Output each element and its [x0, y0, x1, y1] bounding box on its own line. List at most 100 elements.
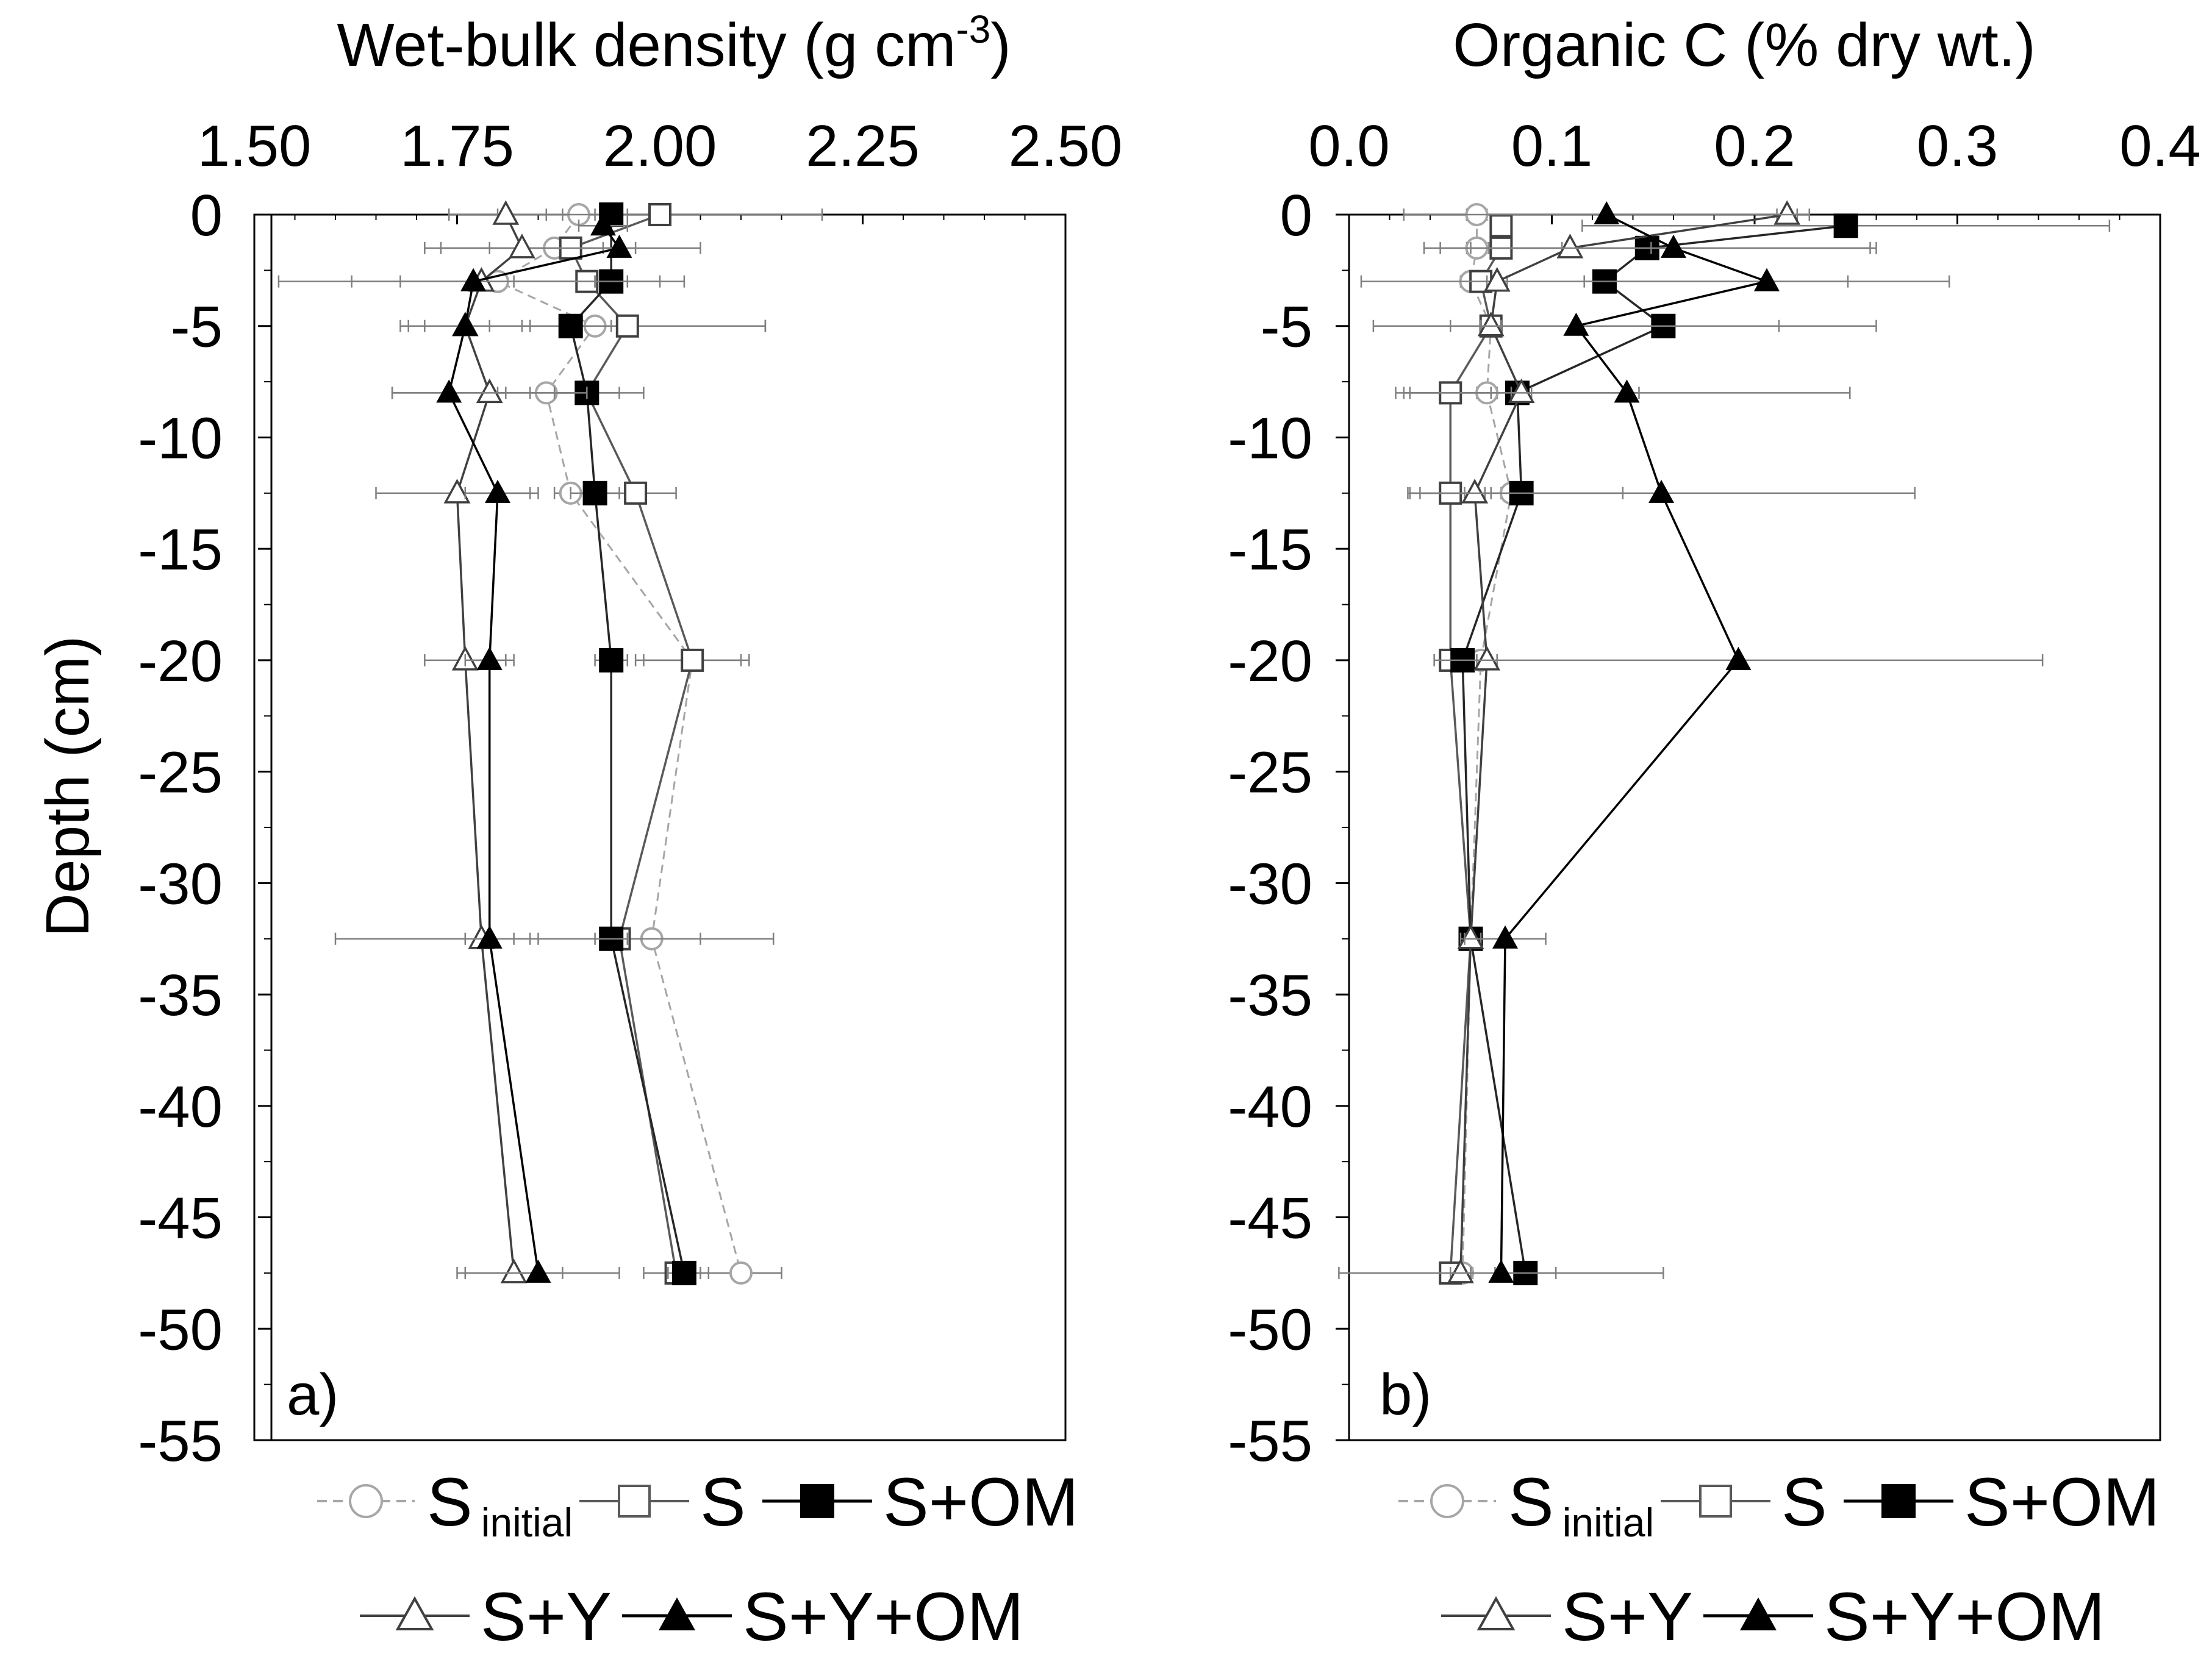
panel-b-marker-s-y-om	[1661, 234, 1686, 258]
panel-a-marker-s-y-om	[525, 1259, 551, 1283]
panel-a-series-s-om	[529, 202, 701, 1285]
svg-text:S+Y: S+Y	[481, 1579, 612, 1655]
panel-b-marker-s-om	[1833, 213, 1858, 238]
panel-a-marker-s-y-om	[476, 646, 503, 670]
panel-a-marker-s-y	[443, 479, 471, 504]
panel-b-marker-s-y-om	[1648, 479, 1675, 503]
panel-b-y-tick-label: -40	[1228, 1074, 1312, 1140]
panel-a-x-tick-label: 2.25	[806, 113, 920, 179]
legend-b-s-om: S+OM	[1844, 1464, 2160, 1540]
panel-a-x-tick-label: 1.50	[198, 113, 312, 179]
panel-a-marker-s-y	[476, 378, 503, 404]
panel-a-y-tick-label: -5	[171, 294, 223, 360]
panel-b-marker-s-y	[1447, 1258, 1474, 1283]
panel-b-y-tick-label: -10	[1228, 405, 1312, 471]
panel-b-marker-s-y	[1473, 646, 1501, 671]
panel-a-marker-s-om	[582, 480, 607, 505]
panel-a-x-axis-title: Wet-bulk density (g cm-3)	[337, 7, 1011, 79]
panel-a-marker-s-y-om	[590, 212, 616, 236]
panel-a-y-tick-label: -35	[138, 963, 223, 1028]
panel-b-plot-frame	[1348, 213, 2161, 1441]
panel-a-series-s-initial	[399, 203, 782, 1285]
panel-a-marker-s-y-om	[452, 312, 478, 336]
panel-b-x-tick-label: 0.1	[1511, 113, 1592, 179]
panel-b-marker-s-y-om	[1488, 1259, 1514, 1283]
svg-text:S+Y: S+Y	[1562, 1579, 1693, 1655]
svg-text:S+OM: S+OM	[883, 1464, 1079, 1540]
panel-b-marker-s-y-om	[1725, 646, 1752, 670]
panel-a-marker-s-y-om	[485, 479, 510, 503]
panel-b-marker-s-y	[1461, 479, 1489, 504]
panel-b-y-tick-label: 0	[1280, 183, 1312, 248]
svg-text:S+Y+OM: S+Y+OM	[1824, 1579, 2105, 1655]
panel-b-y-tick-label: -50	[1228, 1297, 1312, 1362]
legend-a-open-triangle-icon	[395, 1596, 434, 1630]
panel-a-marker-s-y-om	[460, 268, 487, 291]
panel-a-marker-s	[648, 203, 671, 226]
panel-b-marker-s-y-om	[1492, 925, 1519, 949]
legend-a-s: S	[579, 1464, 746, 1540]
panel-a-marker-s-y-om	[606, 234, 632, 258]
legend-b-s-y-om: S+Y+OM	[1703, 1579, 2105, 1655]
panel-b-x-tick-label: 0.2	[1714, 113, 1795, 179]
panel-a-y-tick-label: -20	[138, 629, 223, 694]
panel-a-marker-s	[624, 481, 648, 505]
legend-a-s-y-om: S+Y+OM	[622, 1579, 1024, 1655]
legend-b-open-circle-icon	[1430, 1484, 1464, 1518]
legend-a-filled-triangle-icon	[659, 1597, 695, 1630]
panel-b-y-tick-label: -20	[1228, 629, 1312, 694]
panel-b-marker-s-y	[1508, 378, 1535, 404]
panel-a-marker-s-y	[508, 234, 535, 259]
panel-b-y-tick-label: -35	[1228, 963, 1312, 1028]
panel-b-y-tick-label: -15	[1228, 517, 1312, 582]
panel-b-label: b)	[1380, 1362, 1431, 1427]
panel-b-x-tick-label: 0.3	[1917, 113, 1998, 179]
panel-a-y-tick-label: -25	[138, 740, 223, 805]
legend-b-s: S	[1661, 1464, 1827, 1540]
panel-b-marker-s-y-om	[1563, 312, 1589, 336]
panel-b-marker-s-y	[1477, 312, 1505, 337]
panel-a-marker-s-initial	[729, 1261, 753, 1285]
panel-a-y-tick-label: -45	[138, 1186, 223, 1251]
panel-b-x-axis-title: Organic C (% dry wt.)	[1453, 11, 2036, 79]
panel-b-marker-s-y-om	[1753, 268, 1780, 291]
panel-a-y-tick-label: -40	[138, 1074, 223, 1140]
legend-b-s-y: S+Y	[1441, 1579, 1693, 1655]
legend-b-filled-square-icon	[1881, 1484, 1916, 1518]
panel-b-x-tick-label: 0.0	[1308, 113, 1389, 179]
legend-a-s-y: S+Y	[360, 1579, 612, 1655]
panel-a-y-tick-label: -50	[138, 1297, 223, 1362]
legend-a-filled-square-icon	[800, 1484, 834, 1518]
panel-a-y-tick-label: -55	[138, 1408, 223, 1474]
legend-a-open-circle-icon	[349, 1484, 383, 1518]
panel-a-x-tick-label: 1.75	[400, 113, 514, 179]
panel-a-plot-frame	[253, 213, 1067, 1441]
panel-a-line-s	[569, 213, 694, 1274]
panel-a-marker-s-y	[492, 200, 520, 225]
svg-text:S+OM: S+OM	[1964, 1464, 2160, 1540]
panel-b-marker-s-y	[1774, 200, 1801, 225]
panel-b-y-tick-label: -30	[1228, 851, 1312, 916]
legend-b-filled-triangle-icon	[1740, 1597, 1777, 1630]
panel-b-y-tick-label: -5	[1261, 294, 1312, 360]
panel-b-marker-s-y-om	[1614, 379, 1640, 403]
panel-a-chart: Wet-bulk density (g cm-3) 1.50 1.75 2.00 2.…	[138, 7, 1122, 1474]
panel-a-y-tick-label: -10	[138, 405, 223, 471]
panel-a-x-tick-label: 2.50	[1009, 113, 1123, 179]
panel-b-line-s-y-om	[1500, 213, 1771, 1273]
panel-a-y-tick-label: 0	[190, 183, 223, 248]
panel-a-line-s-om	[569, 215, 685, 1274]
panel-a-y-tick-label: -30	[138, 851, 223, 916]
y-axis-title: Depth (cm)	[34, 636, 102, 938]
svg-text:S: S	[1781, 1464, 1827, 1540]
panel-a-y-tick-label: -15	[138, 517, 223, 582]
panel-b-series-s-y-om	[1338, 201, 2044, 1283]
legend-a-s-om: S+OM	[762, 1464, 1079, 1540]
panel-a-marker-s-om	[558, 313, 583, 338]
